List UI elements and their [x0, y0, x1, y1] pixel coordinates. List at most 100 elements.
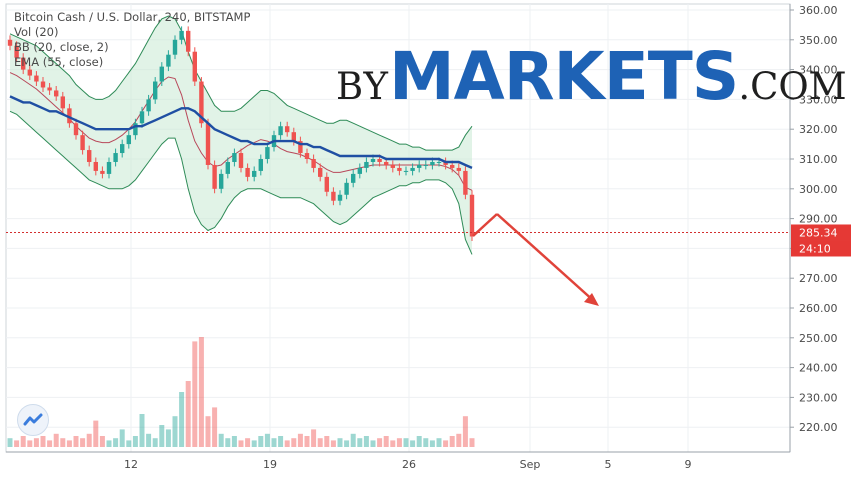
y-tick-label: 350.00 [799, 34, 838, 47]
candle-body [139, 111, 145, 124]
candle-body [430, 161, 435, 165]
candle-body [199, 81, 204, 124]
last-price-value: 285.34 [799, 226, 838, 239]
candle-body [87, 150, 92, 162]
volume-bar [390, 440, 396, 447]
volume-bar [462, 416, 468, 447]
volume-bar [423, 438, 429, 447]
volume-bar [443, 440, 449, 447]
x-tick-label: 12 [124, 458, 138, 471]
candle-body [245, 167, 250, 177]
candle-body [80, 135, 85, 151]
candle-body [120, 144, 125, 154]
volume-bar [238, 440, 244, 447]
candle-body [133, 123, 138, 136]
volume-bar [337, 438, 343, 447]
y-tick-label: 240.00 [799, 362, 838, 375]
candle-body [304, 153, 310, 159]
forecast-arrow-head [584, 293, 599, 306]
bollinger-lower [9, 110, 473, 255]
candle-body [337, 194, 343, 201]
candle-body [417, 164, 422, 168]
candle-body [377, 159, 382, 162]
candle-body [469, 194, 475, 237]
volume-bar [271, 438, 277, 447]
volume-bar [159, 425, 165, 447]
candle-body [113, 153, 118, 162]
candle-body [159, 66, 164, 82]
candle-body [291, 132, 296, 142]
volume-bar [14, 440, 20, 447]
volume-bar [205, 416, 211, 447]
volume-bar [93, 420, 99, 447]
volume-bar [429, 440, 435, 447]
volume-bar [172, 416, 178, 447]
candle-body [205, 123, 211, 165]
volume-bar [80, 438, 86, 447]
x-tick-label: Sep [520, 458, 541, 471]
volume-bar [126, 440, 132, 447]
volume-bar [198, 337, 204, 447]
volume-bar [86, 433, 92, 447]
y-tick-label: 310.00 [799, 153, 838, 166]
candle-body [106, 161, 112, 174]
volume-bar [27, 440, 33, 447]
volume-bar [179, 392, 185, 447]
tradingview-logo-icon[interactable] [17, 404, 49, 436]
volume-bar [264, 433, 270, 447]
volume-bar [119, 429, 125, 447]
volume-bar [456, 433, 462, 447]
volume-bar [344, 440, 350, 447]
bollinger-fill [10, 16, 472, 255]
candle-body [21, 57, 26, 70]
forecast-arrow-up [472, 213, 498, 237]
volume-bar [53, 433, 59, 447]
volume-bar [317, 438, 323, 447]
countdown-value: 24:10 [799, 242, 831, 255]
candle-body [212, 164, 217, 189]
candle-body [285, 126, 290, 133]
candle-body [410, 167, 415, 171]
bollinger-upper [9, 15, 473, 151]
candle-body [344, 182, 349, 195]
legend-symbol: Bitcoin Cash / U.S. Dollar, 240, BITSTAM… [14, 10, 251, 24]
candle-body [219, 173, 224, 189]
candle-body [238, 153, 244, 168]
volume-bar [469, 438, 475, 447]
candle-body [100, 170, 105, 174]
candle-body [14, 45, 19, 58]
y-tick-label: 360.00 [799, 4, 838, 17]
volume-bar [20, 436, 26, 447]
volume-bar [73, 436, 79, 447]
last-price-tag [791, 224, 851, 241]
candle-body [456, 167, 461, 171]
volume-bar [291, 438, 297, 447]
candle-body [153, 81, 158, 100]
volume-bar [297, 433, 303, 447]
watermark-by: BY [336, 65, 389, 108]
y-tick-label: 330.00 [799, 93, 838, 106]
candle-body [443, 161, 448, 165]
candle-body [331, 191, 336, 201]
candle-body [232, 153, 237, 162]
candle-body [390, 164, 395, 168]
volume-bar [47, 440, 53, 447]
volume-bar [152, 438, 158, 447]
volume-bar [258, 436, 264, 447]
volume-bar [245, 438, 251, 447]
candle-body [436, 161, 442, 163]
forecast-arrow-down [496, 213, 596, 303]
legend-ema: EMA (55, close) [14, 55, 104, 69]
x-tick-label: 5 [605, 458, 612, 471]
volume-bar [185, 381, 191, 447]
volume-bar [278, 436, 284, 447]
volume-bar [377, 438, 383, 447]
candle-body [60, 96, 65, 109]
candle-body [54, 90, 59, 97]
volume-bars [7, 337, 475, 447]
volume-bar [410, 440, 416, 447]
y-tick-label: 260.00 [799, 302, 838, 315]
watermark-com: .COM [738, 65, 847, 108]
candle-body [397, 167, 402, 171]
